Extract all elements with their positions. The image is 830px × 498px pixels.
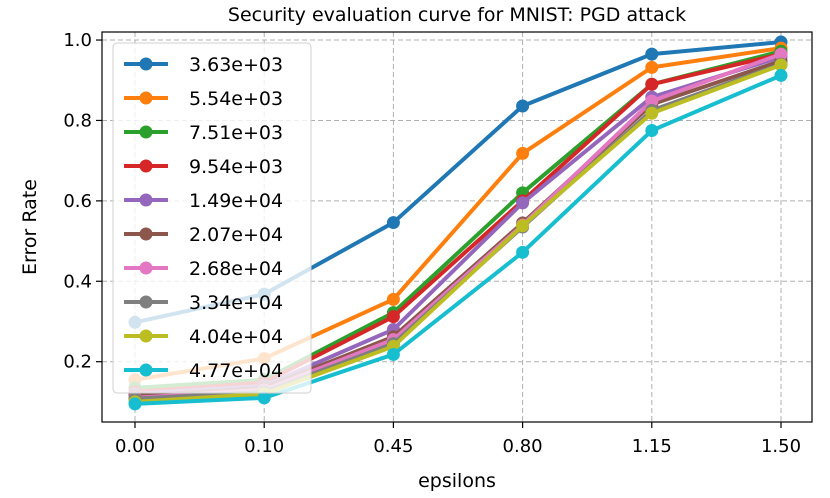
data-point — [386, 216, 400, 230]
legend-marker — [139, 159, 153, 173]
legend-label: 9.54e+03 — [189, 156, 283, 178]
x-tick-label: 0.10 — [244, 436, 284, 457]
y-tick-label: 0.6 — [63, 191, 92, 212]
legend-marker — [139, 261, 153, 275]
data-point — [774, 58, 788, 72]
data-point — [645, 60, 659, 74]
data-point — [645, 77, 659, 91]
legend-marker — [139, 125, 153, 139]
legend-marker — [139, 193, 153, 207]
data-point — [516, 146, 530, 160]
legend-marker — [139, 363, 153, 377]
legend-marker — [139, 227, 153, 241]
legend-label: 5.54e+03 — [189, 88, 283, 110]
legend-label: 1.49e+04 — [189, 190, 283, 212]
legend-marker — [139, 91, 153, 105]
chart-title: Security evaluation curve for MNIST: PGD… — [228, 4, 686, 26]
data-point — [386, 310, 400, 324]
x-tick-label: 1.50 — [761, 436, 801, 457]
data-point — [774, 68, 788, 82]
x-axis-label: epsilons — [418, 470, 496, 492]
y-axis-label: Error Rate — [19, 179, 41, 275]
x-tick-label: 0.00 — [115, 436, 155, 457]
legend-label: 2.07e+04 — [189, 224, 283, 246]
data-point — [645, 47, 659, 61]
x-tick-label: 0.45 — [373, 436, 413, 457]
x-tick-label: 0.80 — [503, 436, 543, 457]
legend-label: 7.51e+03 — [189, 122, 283, 144]
data-point — [516, 245, 530, 259]
y-tick-label: 0.8 — [63, 110, 92, 131]
series-4.77e+04 — [128, 68, 788, 411]
legend-label: 3.34e+04 — [189, 292, 283, 314]
plot-frame — [101, 31, 813, 423]
y-tick-label: 0.2 — [63, 352, 92, 373]
legend-label: 4.77e+04 — [189, 360, 283, 382]
legend-marker — [139, 329, 153, 343]
data-point — [257, 391, 271, 405]
series-line — [133, 73, 783, 406]
legend-label: 2.68e+04 — [189, 258, 283, 280]
axis-ticks: 0.00 0.10 0.45 0.80 1.15 1.50 0.2 0.4 0.6 0.8 1.0 — [63, 30, 801, 457]
data-point — [774, 47, 788, 61]
legend-label: 4.04e+04 — [189, 326, 283, 348]
legend: 3.63e+03 5.54e+03 7.51e+03 9.54e+03 1.49e+04… — [112, 42, 312, 394]
y-tick-label: 0.4 — [63, 271, 92, 292]
data-point — [645, 106, 659, 120]
data-point — [645, 94, 659, 108]
data-point — [128, 397, 142, 411]
legend-label: 3.63e+03 — [189, 54, 283, 76]
x-tick-label: 1.15 — [632, 436, 672, 457]
legend-marker — [139, 295, 153, 309]
data-point — [516, 219, 530, 233]
legend-marker — [139, 57, 153, 71]
y-tick-label: 1.0 — [63, 30, 92, 51]
data-point — [645, 124, 659, 138]
data-point — [516, 99, 530, 113]
series-line — [133, 62, 783, 404]
data-point — [516, 196, 530, 210]
data-point — [386, 347, 400, 361]
data-point — [386, 292, 400, 306]
